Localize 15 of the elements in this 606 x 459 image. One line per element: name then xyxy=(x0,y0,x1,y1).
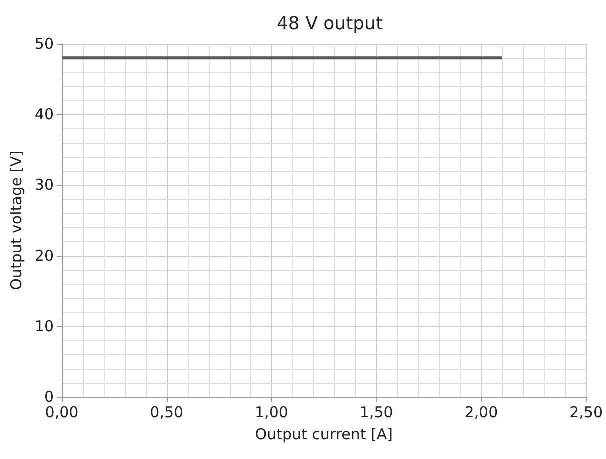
chart-title: 48 V output xyxy=(276,14,384,34)
y-tick-label: 20 xyxy=(34,246,54,265)
y-tick-label: 30 xyxy=(34,176,54,194)
y-tick-label: 50 xyxy=(34,35,54,53)
x-axis-title: Output current [A] xyxy=(255,426,394,444)
y-axis-title: Output voltage [V] xyxy=(8,150,26,290)
x-tick-label: 0,00 xyxy=(45,404,79,422)
y-tick-label: 0 xyxy=(44,388,54,406)
x-tick-label: 1,50 xyxy=(360,404,394,422)
x-tick-label: 2,00 xyxy=(464,404,498,422)
y-tick-label: 40 xyxy=(34,106,54,124)
x-tick-label: 1,00 xyxy=(255,404,288,422)
y-tick-label: 10 xyxy=(34,317,54,336)
x-tick-label: 2,50 xyxy=(570,404,604,422)
x-tick-label: 0,50 xyxy=(150,404,184,422)
